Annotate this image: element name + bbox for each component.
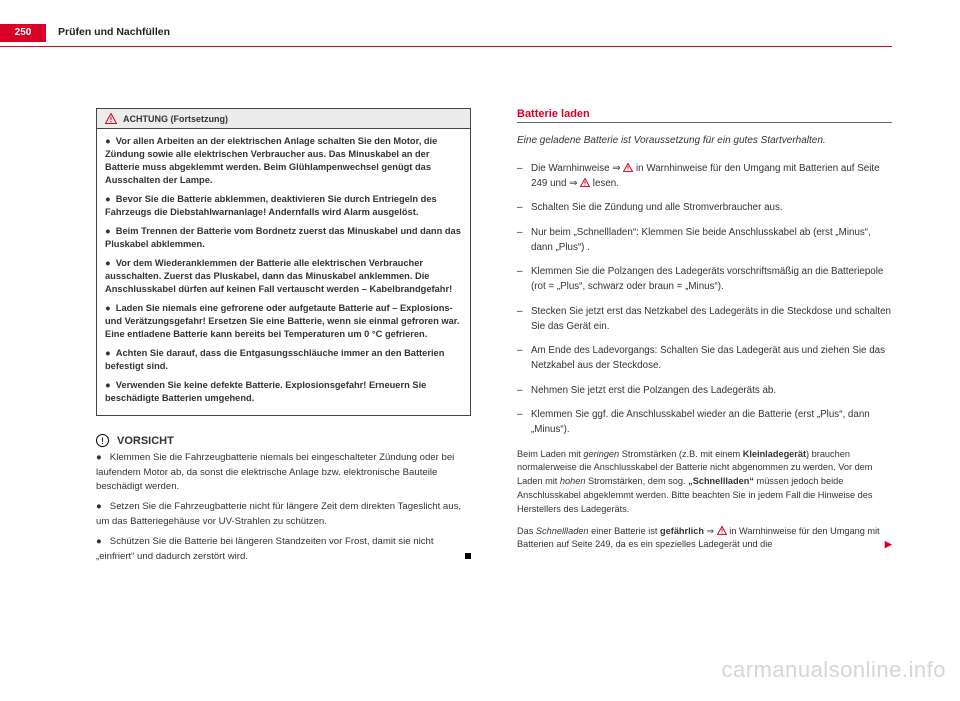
achtung-header-label: ACHTUNG (Fortsetzung) [123, 114, 228, 124]
content-area: ACHTUNG (Fortsetzung) ● Vor allen Arbeit… [96, 108, 892, 681]
page-header: 250 Prüfen und Nachfüllen [0, 24, 892, 46]
end-marker-icon [465, 553, 471, 559]
warning-triangle-icon [580, 178, 590, 187]
step-item: Nur beim „Schnellladen“: Klemmen Sie bei… [517, 226, 892, 255]
vorsicht-heading: ! VORSICHT [96, 434, 471, 447]
intro-text: Eine geladene Batterie ist Voraussetzung… [517, 133, 892, 148]
warning-triangle-icon [105, 113, 117, 124]
continuation-arrow-icon: ▶ [885, 538, 892, 552]
footnote-block: Beim Laden mit geringen Stromstärken (z.… [517, 448, 892, 553]
page-number-tab: 250 [0, 24, 46, 42]
step-item: Stecken Sie jetzt erst das Netzkabel des… [517, 305, 892, 334]
section-title: Prüfen und Nachfüllen [58, 26, 170, 38]
achtung-item: ● Beim Trennen der Batterie vom Bordnetz… [105, 225, 462, 251]
achtung-body: ● Vor allen Arbeiten an der elektrischen… [97, 129, 470, 415]
step-item: Klemmen Sie ggf. die Anschlusskabel wied… [517, 408, 892, 437]
step-item: Die Warnhinweise ⇒ in Warnhinweise für d… [517, 162, 892, 191]
achtung-item: ● Bevor Sie die Batterie abklemmen, deak… [105, 193, 462, 219]
step-item: Schalten Sie die Zündung und alle Stromv… [517, 201, 892, 216]
achtung-header: ACHTUNG (Fortsetzung) [97, 109, 470, 129]
batterie-laden-heading: Batterie laden [517, 108, 892, 123]
warning-triangle-icon [717, 526, 727, 535]
steps-list: Die Warnhinweise ⇒ in Warnhinweise für d… [517, 162, 892, 438]
achtung-item: ● Achten Sie darauf, dass die Entgasungs… [105, 347, 462, 373]
vorsicht-item: ● Setzen Sie die Fahrzeugbatterie nicht … [96, 500, 471, 529]
footnote-1: Beim Laden mit geringen Stromstärken (z.… [517, 448, 892, 517]
watermark-text: carmanualsonline.info [721, 657, 946, 683]
warning-triangle-icon [623, 163, 633, 172]
achtung-item: ● Vor dem Wiederanklemmen der Batterie a… [105, 257, 462, 296]
achtung-item: ● Laden Sie niemals eine gefrorene oder … [105, 302, 462, 341]
caution-circle-icon: ! [96, 434, 109, 447]
vorsicht-item: ● Klemmen Sie die Fahrzeugbatterie niema… [96, 451, 471, 494]
achtung-item: ● Vor allen Arbeiten an der elektrischen… [105, 135, 462, 187]
step-item: Klemmen Sie die Polzangen des Ladegeräts… [517, 265, 892, 294]
header-red-rule [0, 46, 892, 47]
step-item: Am Ende des Ladevorgangs: Schalten Sie d… [517, 344, 892, 373]
vorsicht-item: ● Schützen Sie die Batterie bei längeren… [96, 535, 471, 564]
vorsicht-label: VORSICHT [117, 435, 174, 447]
vorsicht-body: ● Klemmen Sie die Fahrzeugbatterie niema… [96, 451, 471, 564]
left-column: ACHTUNG (Fortsetzung) ● Vor allen Arbeit… [96, 108, 471, 681]
achtung-box: ACHTUNG (Fortsetzung) ● Vor allen Arbeit… [96, 108, 471, 416]
step-item: Nehmen Sie jetzt erst die Polzangen des … [517, 384, 892, 399]
right-column: Batterie laden Eine geladene Batterie is… [517, 108, 892, 681]
footnote-2: Das Schnellladen einer Batterie ist gefä… [517, 525, 892, 553]
achtung-item: ● Verwenden Sie keine defekte Batterie. … [105, 379, 462, 405]
